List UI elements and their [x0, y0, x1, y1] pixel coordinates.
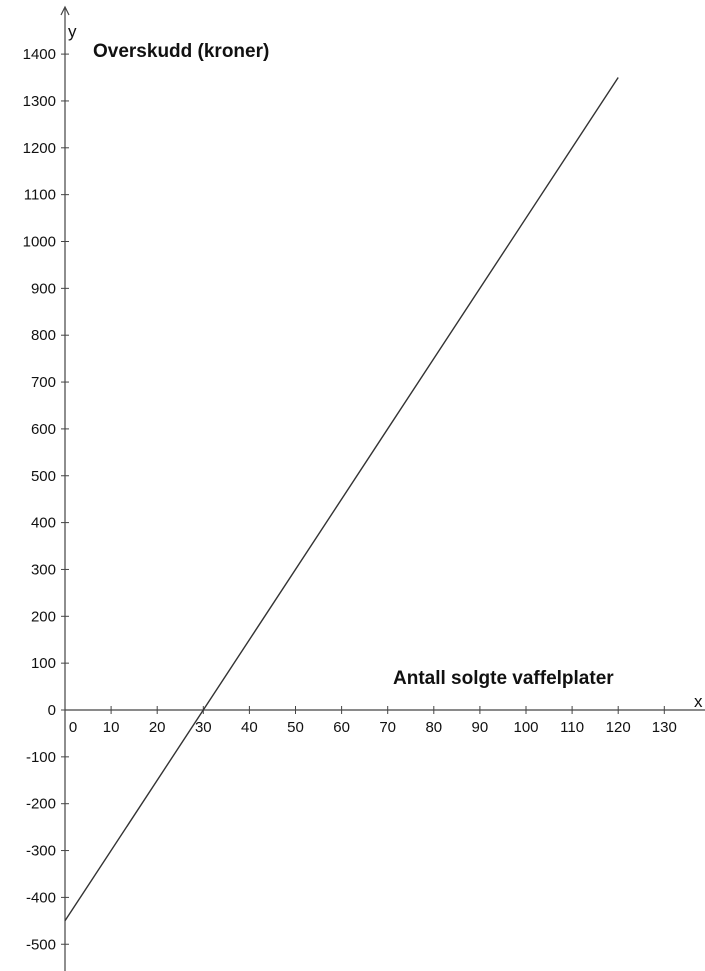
- x-tick-label: 110: [560, 719, 584, 736]
- y-axis-label: y: [68, 22, 77, 41]
- y-axis-arrow: [60, 5, 70, 16]
- y-tick-label: -500: [26, 936, 56, 953]
- axes: [60, 5, 705, 971]
- x-tick-label: 10: [103, 719, 120, 736]
- x-axis-label: x: [694, 692, 703, 711]
- y-tick-label: -300: [26, 843, 56, 860]
- y-tick-label: 500: [31, 468, 56, 485]
- x-tick-label: 120: [606, 719, 631, 736]
- x-tick-label: 90: [472, 719, 489, 736]
- y-tick-label: 0: [48, 702, 56, 719]
- x-tick-label: 20: [149, 719, 166, 736]
- y-tick-label: -200: [26, 796, 56, 813]
- y-tick-label: 800: [31, 327, 56, 344]
- y-tick-label: 1300: [23, 93, 56, 110]
- y-tick-label: 900: [31, 280, 56, 297]
- profit-line: [64, 77, 619, 922]
- y-tick-label: 100: [31, 655, 56, 672]
- y-tick-label: -400: [26, 889, 56, 906]
- x-tick-label: 0: [69, 719, 77, 736]
- y-tick-label: 1200: [23, 140, 56, 157]
- x-tick-label: 80: [425, 719, 442, 736]
- y-tick-label: 1000: [23, 234, 56, 251]
- y-tick-label: 1400: [23, 46, 56, 63]
- y-tick-label: 300: [31, 561, 56, 578]
- x-tick-label: 100: [513, 719, 538, 736]
- series: [64, 77, 619, 922]
- x-caption: Antall solgte vaffelplater: [393, 668, 614, 689]
- y-tick-label: 1100: [24, 187, 56, 204]
- y-tick-label: 200: [31, 608, 56, 625]
- x-tick-label: 60: [333, 719, 350, 736]
- x-tick-label: 30: [195, 719, 212, 736]
- y-tick-label: 400: [31, 515, 56, 532]
- y-caption: Overskudd (kroner): [93, 41, 269, 62]
- x-tick-label: 130: [652, 719, 677, 736]
- y-tick-label: 700: [31, 374, 56, 391]
- ticks: 0 10 20 30 40 50 60 70 80 90 100 110 120 130 -500 -400 -…: [23, 46, 677, 953]
- x-tick-label: 70: [379, 719, 396, 736]
- y-tick-label: 600: [31, 421, 56, 438]
- y-tick-label: -100: [26, 749, 56, 766]
- x-tick-label: 40: [241, 719, 258, 736]
- x-tick-label: 50: [287, 719, 304, 736]
